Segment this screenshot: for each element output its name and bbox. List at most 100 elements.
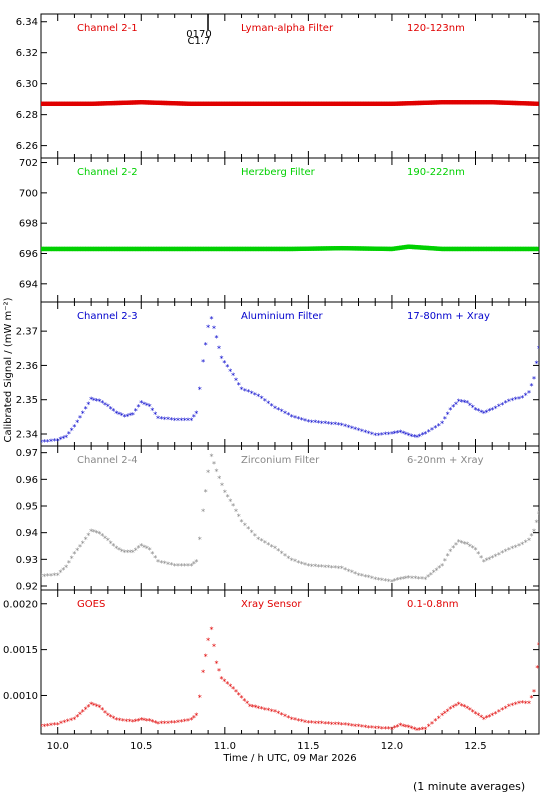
data-point: * [163,560,167,569]
data-point: * [78,414,82,423]
data-point: * [121,717,125,726]
data-point: * [393,429,397,438]
data-point: * [383,725,387,734]
data-point [392,101,395,106]
data-point [280,246,284,252]
data-point: * [125,549,129,558]
channel-label: Channel 2-4 [77,455,138,466]
data-point: * [246,388,250,397]
data-point [304,101,308,107]
data-point [59,246,62,252]
data-point [157,100,161,106]
data-point [505,100,509,105]
data-point [54,101,57,107]
data-point [83,101,87,107]
data-point: * [485,408,489,417]
data-point: * [432,569,436,578]
data-point [316,246,319,251]
data-point: * [537,344,541,353]
data-point [448,246,452,252]
data-point: * [256,392,260,401]
data-point [207,101,211,107]
data-point: * [75,546,79,555]
data-point: * [61,566,65,575]
y-tick-label: 6.34 [16,17,38,28]
data-point [342,246,345,251]
data-point [199,101,203,107]
channel-label: Channel 2-2 [77,167,138,178]
data-point [432,246,436,251]
data-point [312,101,316,107]
data-point [487,246,491,252]
data-point: * [89,701,93,710]
data-point: * [517,542,521,551]
data-point: * [404,723,408,732]
data-point: * [497,551,501,560]
data-point: * [67,430,71,439]
data-point: * [72,423,76,432]
data-point: * [263,397,267,406]
data-point: * [465,399,469,408]
data-point [364,246,368,251]
data-point: * [440,420,444,429]
data-point [532,246,536,252]
data-point [238,246,242,252]
data-point [133,246,137,252]
data-point [80,101,83,107]
data-point [468,246,471,252]
data-point: * [183,562,187,571]
data-point [47,246,51,252]
data-point: * [145,717,149,726]
data-point: * [97,530,101,539]
data-point: * [243,521,247,530]
data-point: * [396,429,400,438]
data-point [479,100,483,105]
data-point [317,246,321,251]
data-point: * [131,718,135,727]
data-point [361,101,365,107]
data-point [332,101,336,107]
data-point: * [300,560,304,569]
data-point: * [62,719,66,728]
data-point [54,246,57,252]
data-point [287,101,290,107]
data-point: * [148,717,152,726]
data-point: * [410,574,414,583]
data-point: * [500,549,504,558]
data-point: * [217,344,221,353]
data-point: * [468,401,472,410]
data-point: * [97,397,101,406]
data-point [319,246,323,251]
data-point [159,246,163,252]
data-point: * [169,561,173,570]
data-point: * [398,428,402,437]
data-point [235,101,239,107]
data-point [414,100,418,106]
data-point [70,101,74,107]
data-point [466,100,470,105]
data-point: * [500,706,504,715]
data-point [89,101,93,107]
data-point: * [134,407,138,416]
data-point [211,246,214,252]
data-point: * [320,563,324,572]
data-point: * [353,722,357,731]
data-point: * [430,426,434,435]
data-point: * [380,725,384,734]
data-point [325,101,329,107]
data-point [474,246,478,252]
y-tick-label: 702 [19,158,38,169]
averaging-note: (1 minute averages) [413,780,526,793]
data-point: * [373,432,377,441]
data-point: * [476,550,480,559]
data-point [293,101,297,107]
band-label: 17-80nm + Xray [407,311,490,322]
data-point [193,101,197,107]
data-point: * [535,664,539,673]
data-point: * [153,719,157,728]
data-point [327,246,331,251]
data-point [379,101,383,107]
data-point [442,246,446,252]
data-point: * [430,720,434,729]
data-point [214,101,218,107]
